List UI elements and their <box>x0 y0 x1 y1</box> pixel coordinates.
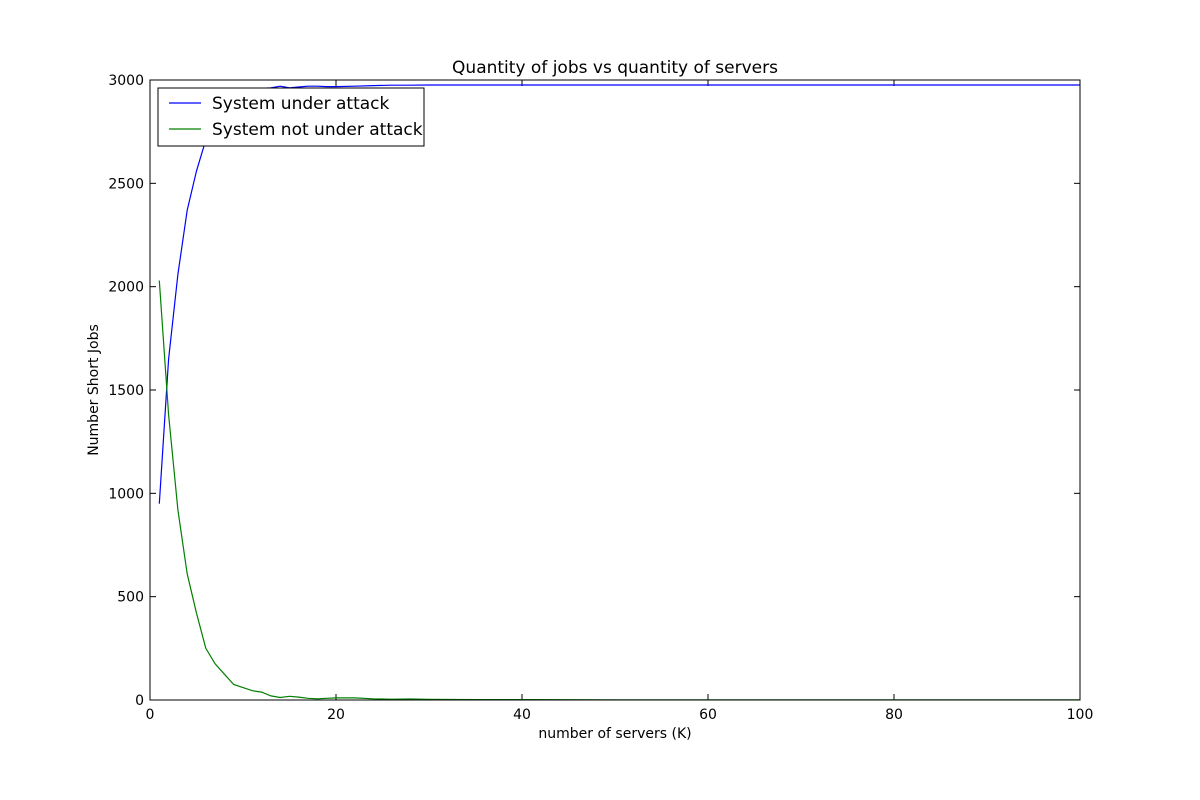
chart-title: Quantity of jobs vs quantity of servers <box>452 58 778 78</box>
x-tick-label: 80 <box>885 707 903 723</box>
x-tick-label: 60 <box>699 707 717 723</box>
y-tick-label: 3000 <box>108 73 144 89</box>
legend: System under attack System not under att… <box>157 87 425 147</box>
x-axis-label: number of servers (K) <box>538 726 691 742</box>
x-tick-label: 100 <box>1067 707 1094 723</box>
legend-box <box>157 87 425 147</box>
x-tick-label: 40 <box>513 707 531 723</box>
y-tick-label: 500 <box>117 590 144 606</box>
y-tick-label: 2000 <box>108 280 144 296</box>
y-tick-label: 2500 <box>108 176 144 192</box>
legend-label-not-under-attack: System not under attack <box>212 120 423 140</box>
plot-frame <box>149 79 1081 701</box>
y-axis-label: Number Short Jobs <box>86 324 102 456</box>
y-tick-label: 1500 <box>108 383 144 399</box>
x-tick-label: 0 <box>146 707 155 723</box>
y-tick-label: 0 <box>135 693 144 709</box>
y-tick-label: 1000 <box>108 486 144 502</box>
legend-label-under-attack: System under attack <box>212 94 390 114</box>
x-tick-label: 20 <box>327 707 345 723</box>
